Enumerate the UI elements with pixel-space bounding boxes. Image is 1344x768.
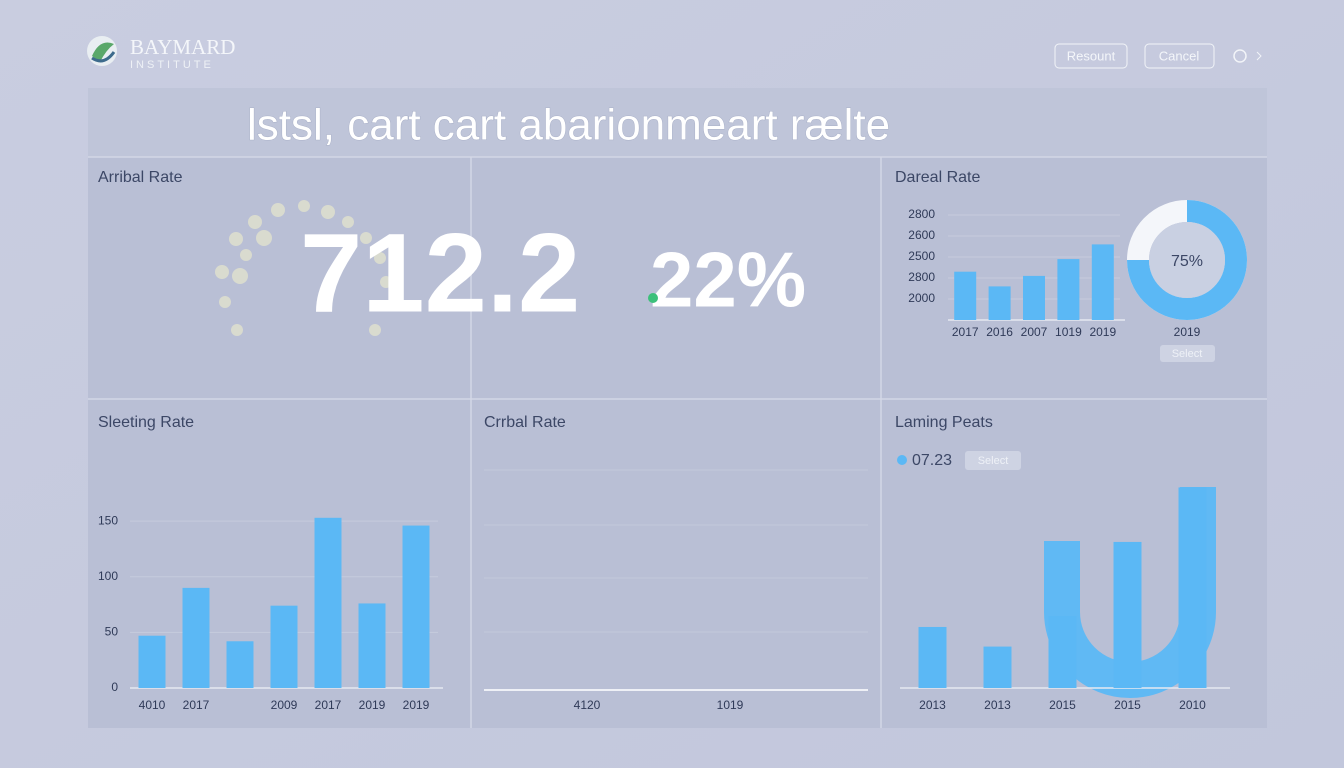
bar — [358, 603, 386, 688]
bar — [138, 635, 166, 688]
status-dot — [648, 293, 658, 303]
button-label[interactable]: Cancel — [1159, 48, 1200, 63]
bar — [1178, 487, 1207, 688]
user-icon[interactable] — [1233, 49, 1247, 63]
y-tick-label: 0 — [111, 680, 118, 694]
bar — [1048, 616, 1077, 688]
x-tick-label: 2016 — [986, 325, 1013, 339]
donut-hole — [1149, 222, 1225, 298]
big-suffix: 22% — [650, 236, 806, 324]
logo-leaf — [92, 42, 114, 62]
y-tick-label: 2000 — [908, 291, 935, 305]
bar — [314, 517, 342, 688]
donut-arc — [1127, 200, 1247, 320]
panel-dividers — [88, 156, 1267, 728]
x-tick-label: 2015 — [1049, 698, 1076, 712]
y-tick-label: 2500 — [908, 249, 935, 263]
button[interactable] — [965, 451, 1021, 470]
title-band — [88, 88, 1267, 157]
bar — [954, 271, 977, 320]
panel-title: Dareal Rate — [895, 169, 980, 186]
y-tick-label: 150 — [98, 513, 118, 527]
legend-swatch — [897, 455, 907, 465]
button-label[interactable]: Select — [1172, 348, 1203, 360]
page-title: lstsl, cart cart abarionmeart rælte — [247, 101, 890, 150]
x-tick-label: 1019 — [717, 698, 744, 712]
x-tick-label: 2017 — [952, 325, 979, 339]
x-tick-label: 2017 — [183, 698, 210, 712]
bar — [1113, 541, 1142, 688]
bar — [1091, 244, 1114, 320]
y-tick-label: 2600 — [908, 228, 935, 242]
panel-title: Sleeting Rate — [98, 414, 194, 431]
legend-label: 07.23 — [912, 452, 952, 469]
button[interactable] — [1054, 43, 1128, 69]
x-tick-label: 2019 — [1089, 325, 1116, 339]
panel-title: Arribal Rate — [98, 169, 183, 186]
donut-value: 75% — [1171, 253, 1203, 270]
panel-title: Laming Peats — [895, 414, 993, 431]
logo-text: BAYMARD — [130, 35, 235, 59]
bar — [402, 525, 430, 688]
x-tick-label: 2010 — [1179, 698, 1206, 712]
logo-subtext: INSTITUTE — [130, 59, 214, 71]
bar — [270, 605, 298, 688]
x-tick-label: 1019 — [1055, 325, 1082, 339]
button-label[interactable]: Select — [978, 455, 1009, 467]
decoration-dots — [215, 200, 392, 336]
button[interactable] — [1144, 43, 1215, 69]
bar — [983, 646, 1012, 688]
y-tick-label: 50 — [105, 625, 119, 639]
bar — [226, 641, 254, 688]
x-tick-label: 2013 — [919, 698, 946, 712]
x-tick-label: 2013 — [984, 698, 1011, 712]
bar — [1057, 259, 1080, 320]
chevron[interactable] — [1256, 51, 1262, 61]
x-tick-label: 4120 — [574, 698, 601, 712]
button-label[interactable]: Resount — [1067, 48, 1116, 63]
y-tick-label: 2800 — [908, 270, 935, 284]
logo-swoosh — [91, 51, 116, 63]
x-tick-label: 2017 — [315, 698, 342, 712]
x-tick-label: 2019 — [359, 698, 386, 712]
panel-title: Crrbal Rate — [484, 414, 566, 431]
y-tick-label: 100 — [98, 569, 118, 583]
bar — [182, 587, 210, 688]
big-value: 712.2 — [300, 211, 580, 336]
bar — [988, 286, 1011, 320]
x-tick-label: 2007 — [1021, 325, 1048, 339]
bar — [918, 626, 947, 688]
y-tick-label: 2800 — [908, 207, 935, 221]
button[interactable] — [1160, 345, 1215, 362]
donut-label: 2019 — [1174, 325, 1201, 339]
x-tick-label: 2015 — [1114, 698, 1141, 712]
x-tick-label: 2009 — [271, 698, 298, 712]
bar — [1023, 275, 1045, 320]
x-tick-label: 2019 — [403, 698, 430, 712]
x-tick-label: 4010 — [139, 698, 166, 712]
